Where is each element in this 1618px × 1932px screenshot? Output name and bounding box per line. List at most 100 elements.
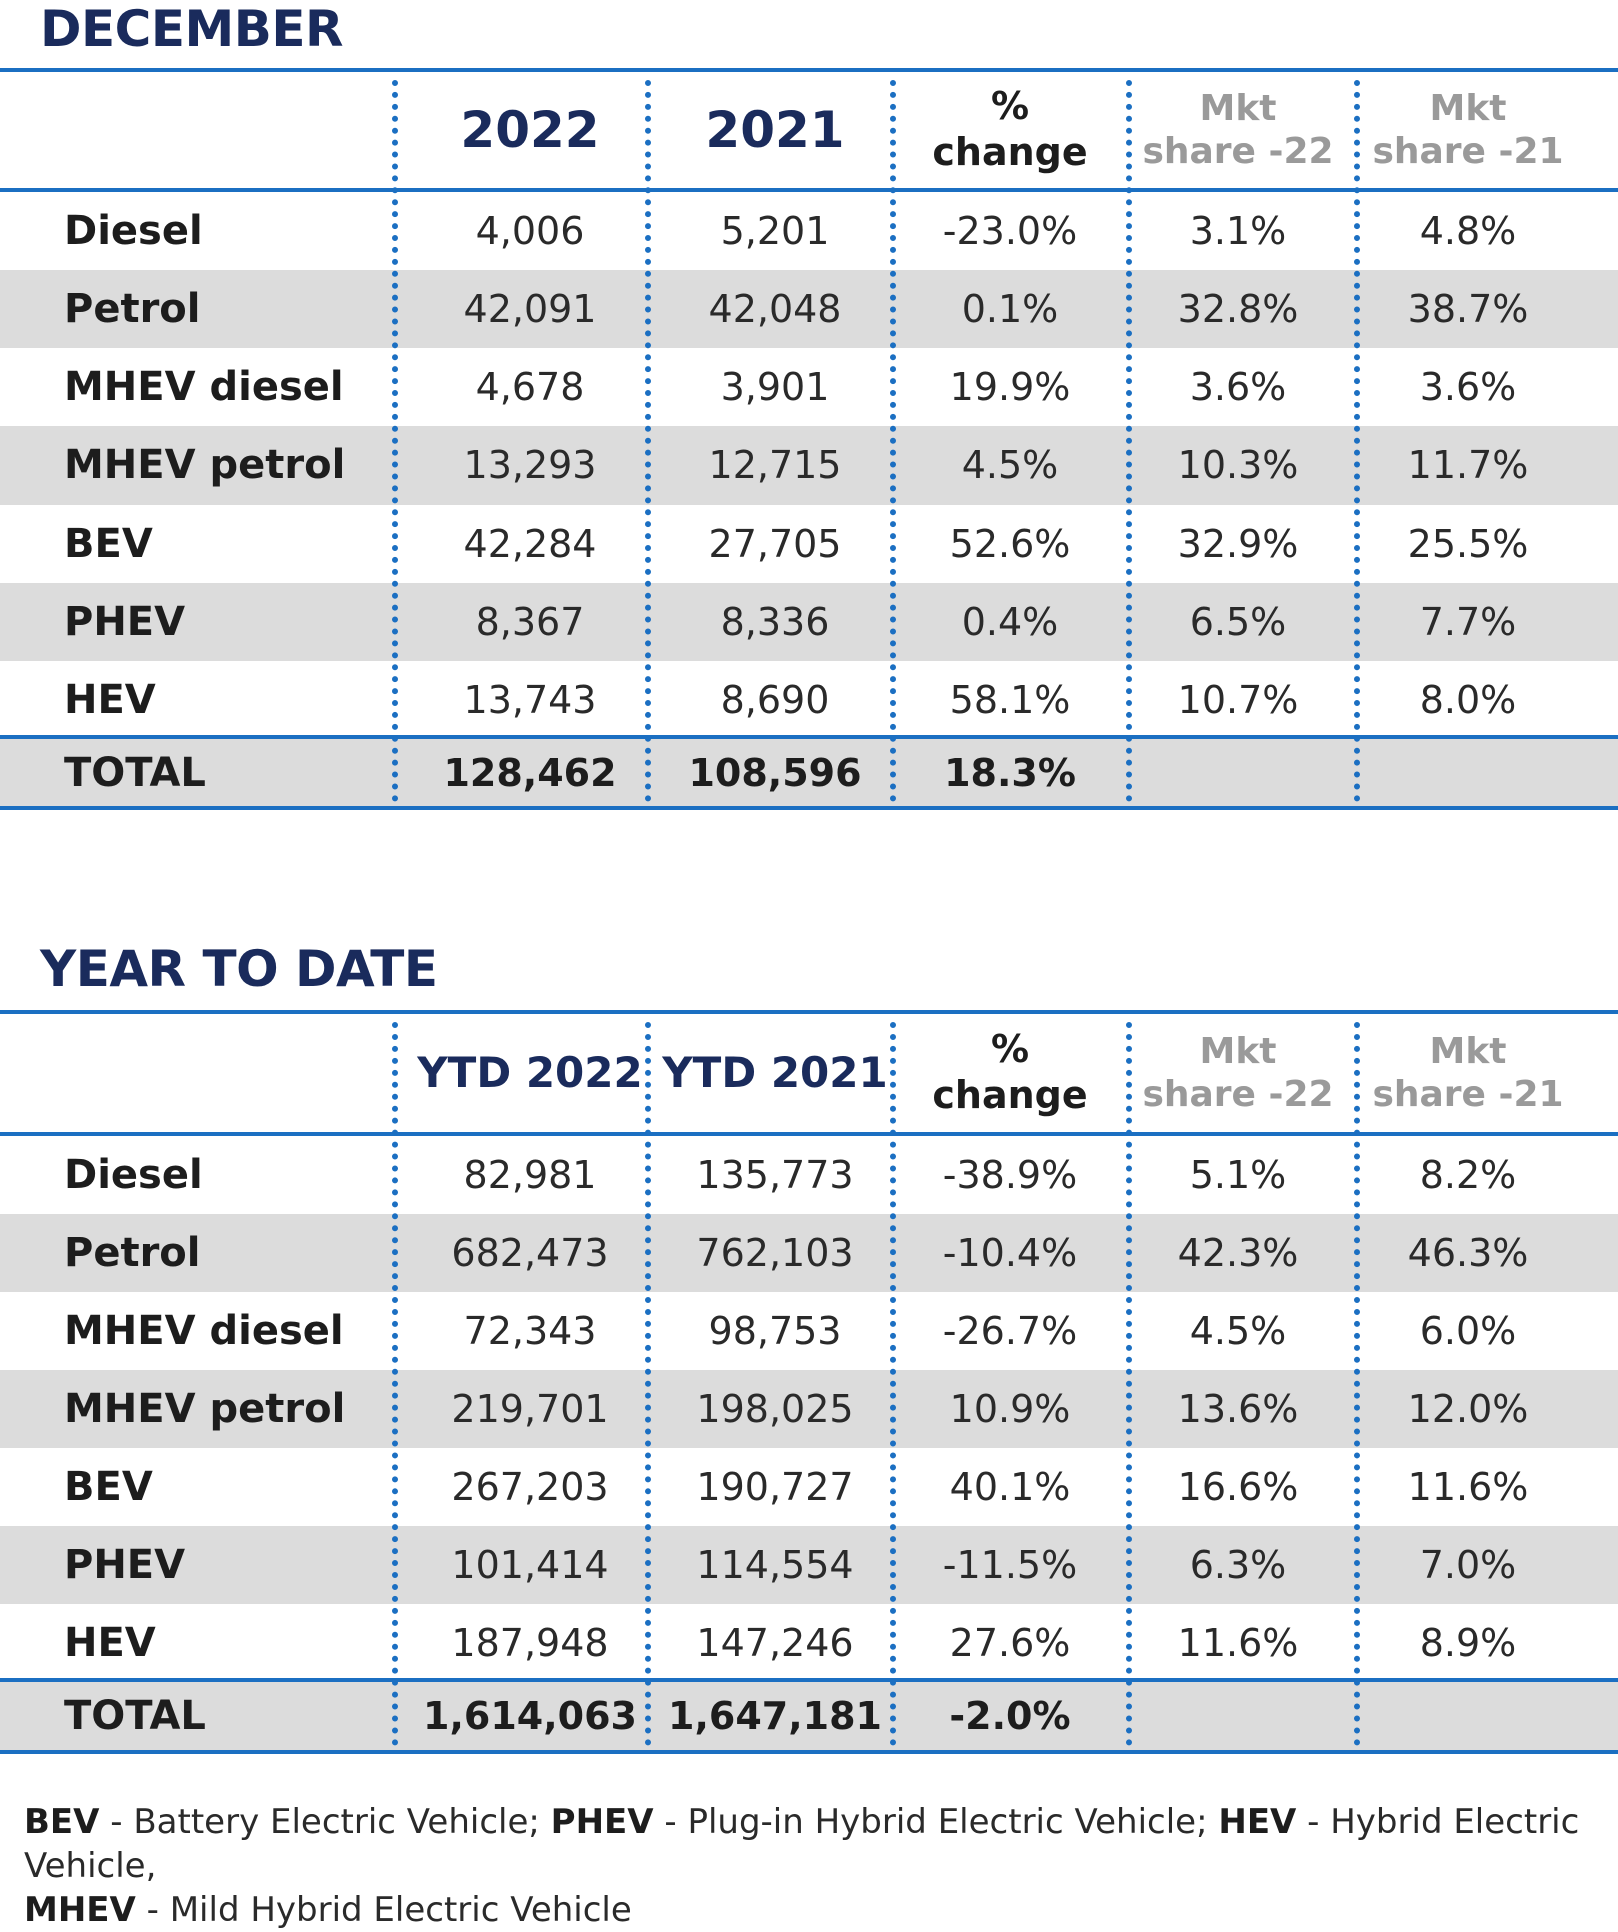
footnote-mhev-text: - Mild Hybrid Electric Vehicle xyxy=(135,1890,632,1930)
value-previous: 42,048 xyxy=(708,287,842,332)
value-mkt-share-22: 16.6% xyxy=(1177,1465,1299,1509)
column-divider xyxy=(890,80,896,802)
table-row: BEV 42,284 27,705 52.6% 32.9% 25.5% xyxy=(0,505,1618,583)
value-pct-change: -38.9% xyxy=(942,1153,1078,1197)
header-bottom-rule xyxy=(0,188,1618,192)
column-header-mkt-share-22: Mkt share -22 xyxy=(1128,1014,1348,1132)
value-previous: 12,715 xyxy=(708,443,842,488)
value-previous: 8,336 xyxy=(720,599,830,644)
value-previous: 27,705 xyxy=(708,521,842,566)
table-row: HEV 13,743 8,690 58.1% 10.7% 8.0% xyxy=(0,661,1618,739)
value-current: 72,343 xyxy=(463,1309,597,1353)
value-pct-change: -23.0% xyxy=(942,209,1078,254)
value-mkt-share-22: 11.6% xyxy=(1177,1621,1299,1665)
column-header-pct-change-line2: change xyxy=(932,130,1088,174)
total-current: 128,462 xyxy=(443,750,617,795)
footnote-phev-text: - Plug-in Hybrid Electric Vehicle; xyxy=(653,1802,1219,1842)
row-label: MHEV diesel xyxy=(64,1308,344,1354)
value-pct-change: 19.9% xyxy=(949,365,1071,410)
value-mkt-share-21: 11.7% xyxy=(1407,443,1529,488)
total-previous: 1,647,181 xyxy=(668,1694,882,1738)
value-current: 101,414 xyxy=(451,1543,609,1587)
column-divider xyxy=(645,80,651,802)
value-pct-change: -10.4% xyxy=(942,1231,1078,1275)
value-mkt-share-22: 13.6% xyxy=(1177,1387,1299,1431)
column-header-mkt-share-21: Mkt share -21 xyxy=(1358,1014,1578,1132)
table-top-rule xyxy=(0,68,1618,72)
section-title: DECEMBER xyxy=(40,0,344,58)
total-top-rule xyxy=(0,1678,1618,1682)
value-mkt-share-22: 3.1% xyxy=(1189,209,1287,254)
value-mkt-share-22: 42.3% xyxy=(1177,1231,1299,1275)
row-label: Diesel xyxy=(64,208,203,255)
value-mkt-share-21: 4.8% xyxy=(1419,209,1517,254)
value-mkt-share-22: 4.5% xyxy=(1189,1309,1287,1353)
column-header-mkt-share-21-line1: Mkt xyxy=(1429,87,1507,129)
total-previous: 108,596 xyxy=(688,750,862,795)
row-label: PHEV xyxy=(64,1542,186,1588)
table-row: Diesel 4,006 5,201 -23.0% 3.1% 4.8% xyxy=(0,192,1618,270)
value-mkt-share-22: 3.6% xyxy=(1189,365,1287,410)
value-mkt-share-21: 25.5% xyxy=(1407,521,1529,566)
value-current: 4,006 xyxy=(475,209,585,254)
table-row: HEV 187,948 147,246 27.6% 11.6% 8.9% xyxy=(0,1604,1618,1682)
column-divider xyxy=(1354,1022,1360,1746)
table-row: PHEV 101,414 114,554 -11.5% 6.3% 7.0% xyxy=(0,1526,1618,1604)
value-pct-change: 52.6% xyxy=(949,521,1071,566)
value-previous: 190,727 xyxy=(696,1465,854,1509)
column-header-mkt-share-21: Mkt share -21 xyxy=(1358,72,1578,188)
value-mkt-share-22: 32.9% xyxy=(1177,521,1299,566)
row-label: BEV xyxy=(64,1464,153,1510)
value-pct-change: 10.9% xyxy=(949,1387,1071,1431)
row-label: Petrol xyxy=(64,286,201,333)
column-divider xyxy=(1126,80,1132,802)
table-row: MHEV diesel 4,678 3,901 19.9% 3.6% 3.6% xyxy=(0,348,1618,426)
footnote-phev-abbr: PHEV xyxy=(550,1802,654,1842)
value-current: 187,948 xyxy=(451,1621,609,1665)
value-previous: 114,554 xyxy=(696,1543,854,1587)
row-label: MHEV petrol xyxy=(64,1386,346,1432)
value-pct-change: 0.1% xyxy=(961,287,1059,332)
table-row: BEV 267,203 190,727 40.1% 16.6% 11.6% xyxy=(0,1448,1618,1526)
column-header-mkt-share-21-line1: Mkt xyxy=(1429,1030,1507,1072)
total-bottom-rule xyxy=(0,1750,1618,1754)
column-divider xyxy=(1126,1022,1132,1746)
footnote-bev-text: - Battery Electric Vehicle; xyxy=(99,1802,551,1842)
row-label: MHEV petrol xyxy=(64,442,346,489)
column-header-mkt-share-22-line2: share -22 xyxy=(1142,1074,1334,1115)
value-previous: 147,246 xyxy=(696,1621,854,1665)
total-pct-change: 18.3% xyxy=(944,750,1076,795)
column-header-current: 2022 xyxy=(410,72,650,188)
column-header-previous-label: YTD 2021 xyxy=(662,1047,888,1097)
value-mkt-share-21: 7.0% xyxy=(1419,1543,1517,1587)
footnote-hev-abbr: HEV xyxy=(1218,1802,1297,1842)
table-top-rule xyxy=(0,1010,1618,1014)
value-current: 682,473 xyxy=(451,1231,609,1275)
total-row: TOTAL 1,614,063 1,647,181 -2.0% xyxy=(0,1682,1618,1750)
value-pct-change: -26.7% xyxy=(942,1309,1078,1353)
value-pct-change: 0.4% xyxy=(961,599,1059,644)
column-header-pct-change-line1: % xyxy=(990,84,1030,129)
value-previous: 8,690 xyxy=(720,677,830,722)
value-mkt-share-21: 8.9% xyxy=(1419,1621,1517,1665)
column-header-previous-label: 2021 xyxy=(705,101,845,159)
column-header-mkt-share-22-line1: Mkt xyxy=(1199,1030,1277,1072)
column-header-pct-change: % change xyxy=(900,72,1120,188)
table-row: Petrol 42,091 42,048 0.1% 32.8% 38.7% xyxy=(0,270,1618,349)
column-divider xyxy=(392,80,398,802)
table-row: PHEV 8,367 8,336 0.4% 6.5% 7.7% xyxy=(0,582,1618,661)
column-divider xyxy=(890,1022,896,1746)
column-header-current-label: YTD 2022 xyxy=(417,1047,643,1097)
column-divider xyxy=(392,1022,398,1746)
value-pct-change: 40.1% xyxy=(949,1465,1071,1509)
column-header-pct-change: % change xyxy=(900,1014,1120,1132)
column-header-mkt-share-22: Mkt share -22 xyxy=(1128,72,1348,188)
total-label: TOTAL xyxy=(64,1693,206,1739)
column-header-pct-change-line2: change xyxy=(932,1073,1088,1117)
table-row: MHEV petrol 219,701 198,025 10.9% 13.6% 12.0% xyxy=(0,1370,1618,1448)
table-row: Petrol 682,473 762,103 -10.4% 42.3% 46.3% xyxy=(0,1214,1618,1292)
table-row: MHEV petrol 13,293 12,715 4.5% 10.3% 11.7% xyxy=(0,426,1618,505)
value-mkt-share-22: 10.3% xyxy=(1177,443,1299,488)
column-header-current: YTD 2022 xyxy=(410,1014,650,1132)
column-header-current-label: 2022 xyxy=(460,101,600,159)
